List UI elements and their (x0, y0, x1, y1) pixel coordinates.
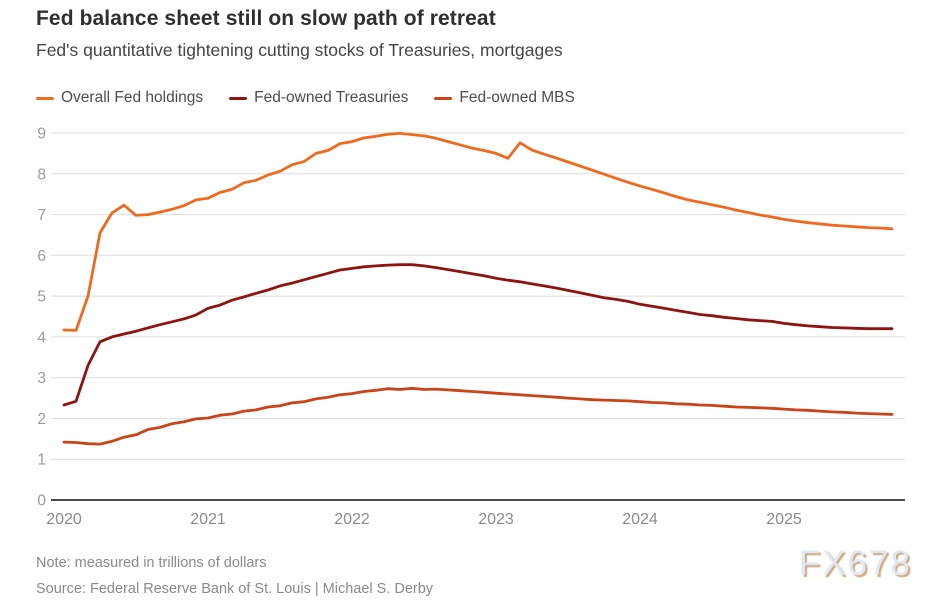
legend-label: Overall Fed holdings (61, 89, 204, 106)
source-text: Source: Federal Reserve Bank of St. Loui… (36, 581, 434, 597)
y-axis-tick-label: 8 (37, 166, 46, 183)
page-subtitle: Fed's quantitative tightening cutting st… (36, 40, 563, 60)
y-axis-tick-label: 7 (37, 207, 46, 224)
series-line-0 (62, 131, 894, 332)
x-axis-tick-label: 2021 (190, 511, 226, 528)
y-axis-tick-label: 9 (37, 126, 46, 143)
series-line-1 (62, 263, 894, 407)
y-axis-tick-label: 0 (37, 493, 46, 510)
note-text: Note: measured in trillions of dollars (36, 555, 267, 571)
y-axis-tick-label: 1 (37, 452, 46, 469)
legend: Overall Fed holdings Fed-owned Treasurie… (36, 89, 575, 107)
y-axis-tick-label: 3 (37, 370, 46, 387)
x-axis-tick-label: 2024 (622, 511, 658, 528)
legend-item: Overall Fed holdings (36, 89, 203, 107)
watermark: FX678 (798, 544, 912, 583)
x-axis-tick-label: 2025 (766, 511, 802, 528)
legend-line-icon (229, 96, 248, 100)
legend-line-icon (36, 96, 54, 100)
legend-label: Fed-owned MBS (459, 89, 575, 106)
legend-line-icon (434, 96, 453, 100)
x-axis-tick-label: 2020 (46, 511, 82, 528)
legend-item: Fed-owned Treasuries (229, 89, 408, 107)
x-axis-tick-label: 2023 (478, 511, 514, 528)
y-axis-tick-label: 5 (37, 289, 46, 306)
y-axis-tick-label: 4 (37, 329, 46, 346)
legend-item: Fed-owned MBS (434, 89, 575, 107)
x-axis-tick-label: 2022 (334, 511, 370, 528)
legend-label: Fed-owned Treasuries (254, 89, 409, 106)
series-line-2 (62, 386, 894, 446)
y-axis-tick-label: 2 (37, 411, 46, 428)
y-axis-tick-label: 6 (37, 248, 46, 265)
page-title: Fed balance sheet still on slow path of … (36, 7, 496, 30)
